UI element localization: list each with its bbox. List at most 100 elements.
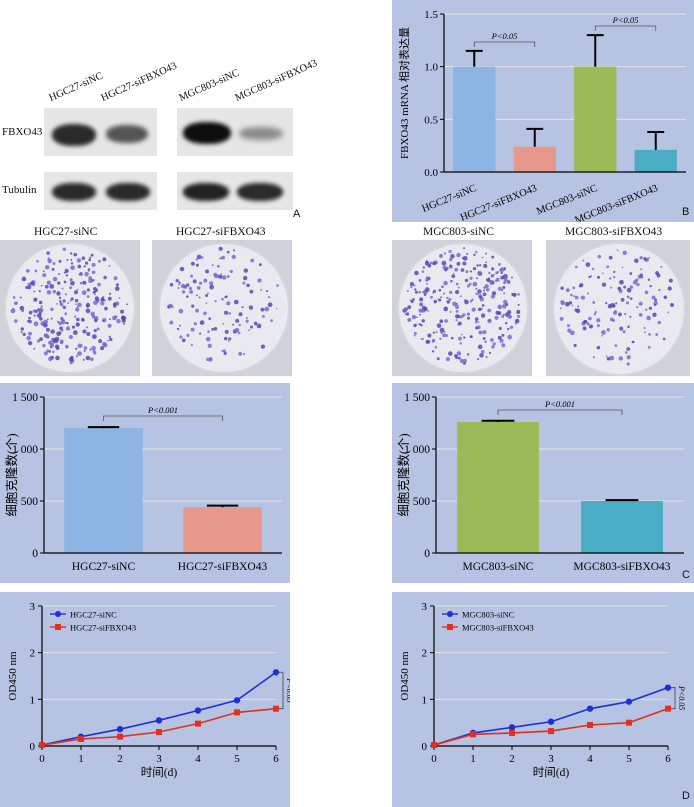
y-tick-label: 2 (422, 648, 428, 660)
x-tick-label: 2 (509, 753, 515, 765)
colony-dots (402, 247, 521, 365)
y-tick-label: 1 500 (12, 392, 38, 404)
bar (64, 428, 143, 553)
lane-label-mgc803-sifbxo43: MGC803-siFBXO43 (233, 57, 320, 104)
bar (457, 421, 539, 553)
panel-c-left: 0 500 1 000 1 500 HGC27-siNC HGC27-siFBXO43 细胞… (0, 383, 290, 583)
blot-mgc803-tubulin (177, 172, 293, 210)
x-tick-label: 1 (470, 753, 476, 765)
y-tick-label: 1 (30, 694, 36, 706)
x-tick-label: 0 (431, 753, 437, 765)
x-tick-label: 2 (117, 753, 123, 765)
y-tick-label: 500 (21, 496, 39, 508)
legend-marker (55, 611, 61, 617)
x-axis-label: 时间(d) (533, 766, 570, 779)
x-tick-label: 4 (195, 753, 201, 765)
blot-hgc27-tubulin (44, 172, 157, 210)
data-point (117, 733, 123, 740)
data-point (509, 729, 515, 736)
data-point (195, 720, 201, 727)
significance-bracket (279, 671, 284, 710)
significance-bracket (473, 41, 536, 47)
x-tick-label: 6 (273, 753, 279, 765)
panel-d-right: 0 1 2 3 0 1 2 3 4 5 6 MGC803-siNC MGC803-siFBXO43 P<0… (392, 592, 694, 807)
y-axis-label: 细胞克隆数(个) (396, 433, 411, 516)
bar (574, 66, 617, 172)
x-tick-label: 3 (548, 753, 554, 765)
x-axis-label: 时间(d) (141, 766, 178, 779)
data-point (78, 736, 84, 742)
row-label-fbxo43: FBXO43 (2, 126, 43, 138)
data-point (664, 684, 672, 691)
y-tick-label: 1 000 (404, 444, 430, 456)
colony-bar-chart-hgc27: 0 500 1 000 1 500 HGC27-siNC HGC27-siFBXO43 细胞… (4, 392, 282, 573)
colony-dish-hgc27-sifbxo43 (152, 240, 292, 376)
legend-marker (447, 624, 453, 630)
blot-hgc27-fbxo43 (44, 108, 157, 156)
data-point (155, 717, 163, 724)
bar (183, 507, 262, 553)
significance-bracket (594, 25, 657, 31)
y-tick-label: 0.5 (424, 114, 438, 126)
x-tick-label: 3 (156, 753, 162, 765)
data-point (39, 742, 45, 749)
y-tick-label: 0.0 (424, 167, 438, 179)
panel-letter-b: B (682, 206, 690, 218)
legend-label: HGC27-siNC (70, 610, 117, 620)
growth-curve-hgc27: 0 1 2 3 0 1 2 3 4 5 6 HGC27-siNC HGC27-siFBXO43 P<0.0… (7, 601, 290, 779)
band (183, 183, 229, 201)
y-tick-label: 1 000 (12, 444, 38, 456)
significance-label: P<0.05 (612, 15, 639, 25)
y-tick-label: 3 (30, 601, 36, 613)
x-tick-label: 1 (78, 753, 84, 765)
significance-label: P<0.05 (677, 685, 686, 710)
series-line (433, 707, 669, 746)
data-point (233, 697, 241, 704)
x-tick-label: 6 (665, 753, 671, 765)
y-tick-label: 0 (422, 741, 428, 753)
significance-bracket (103, 415, 223, 421)
dish-title-mgc803-sinc: MGC803-siNC (423, 226, 494, 238)
colony-dish-hgc27-sinc (0, 240, 140, 376)
band (106, 125, 148, 143)
data-point (470, 731, 476, 738)
data-point (626, 719, 632, 726)
legend-marker (55, 624, 61, 630)
y-tick-label: 1.5 (424, 9, 438, 21)
data-point (194, 707, 202, 714)
row-label-tubulin: Tubulin (2, 184, 37, 196)
data-point (587, 722, 593, 728)
y-tick-label: 0 (30, 741, 36, 753)
x-tick-label: 0 (39, 753, 45, 765)
y-axis-label: OD450 nm (7, 651, 19, 701)
colony-bar-chart-mgc803: 0 500 1 000 1 500 MGC803-siNC MGC803-siFBXO43… (396, 392, 684, 573)
panel-a: HGC27-siNC HGC27-siFBXO43 MGC803-siNC MG… (0, 0, 319, 220)
colony-dish-mgc803-sinc (392, 240, 532, 376)
significance-bracket (671, 687, 676, 710)
y-tick-label: 0 (424, 548, 430, 560)
bar (513, 146, 556, 172)
significance-label: P<0.05 (491, 31, 518, 41)
bar (634, 149, 677, 172)
significance-label: P<0.001 (544, 399, 575, 409)
data-point (431, 742, 437, 749)
panel-d-left: 0 1 2 3 0 1 2 3 4 5 6 HGC27-siNC HGC27-siFBXO43 P<0.0… (0, 592, 290, 807)
colony-dots (559, 249, 674, 366)
y-axis-label: 细胞克隆数(个) (4, 433, 19, 516)
dish-title-hgc27-sifbxo43: HGC27-siFBXO43 (176, 226, 266, 238)
data-point (156, 729, 162, 735)
category-label: HGC27-siNC (72, 561, 136, 573)
panel-letter-a: A (293, 208, 301, 220)
growth-curve-mgc803: 0 1 2 3 0 1 2 3 4 5 6 MGC803-siNC MGC803-siFBXO43 P<0… (399, 601, 686, 779)
band (52, 124, 96, 146)
lane-label-hgc27-sifbxo43: HGC27-siFBXO43 (99, 60, 179, 104)
significance-label: P<0.001 (147, 405, 178, 415)
lane-label-hgc27-sinc: HGC27-siNC (47, 70, 105, 104)
y-tick-label: 2 (30, 648, 36, 660)
legend-label: MGC803-siNC (462, 610, 515, 620)
category-label: MGC803-siFBXO43 (573, 561, 670, 573)
lane-label-mgc803-sinc: MGC803-siNC (177, 67, 242, 104)
legend-label: HGC27-siFBXO43 (70, 623, 136, 633)
y-tick-label: 3 (422, 601, 428, 613)
legend-marker (447, 611, 453, 617)
